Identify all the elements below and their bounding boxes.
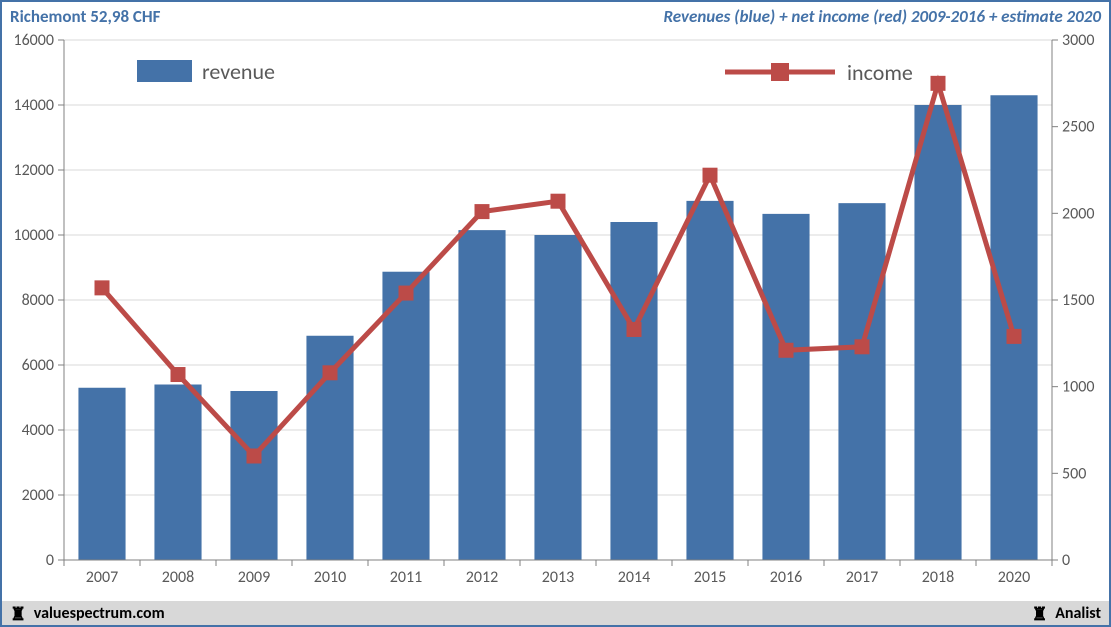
- x-tick-label: 2020: [998, 568, 1030, 587]
- legend-income-label: income: [847, 59, 913, 86]
- legend-revenue-label: revenue: [202, 58, 275, 85]
- chart-footer: ♜ valuespectrum.com ♜ Analist: [2, 601, 1109, 625]
- legend-revenue-swatch: [137, 60, 192, 82]
- income-marker: [475, 205, 489, 219]
- yleft-tick-label: 0: [46, 551, 54, 570]
- revenue-bar: [382, 272, 429, 560]
- income-marker: [551, 194, 565, 208]
- revenue-bar: [154, 385, 201, 561]
- revenue-bar: [990, 95, 1037, 560]
- chart-header: Richemont 52,98 CHF Revenues (blue) + ne…: [2, 2, 1109, 30]
- x-tick-label: 2013: [542, 568, 574, 587]
- revenue-bar: [610, 222, 657, 560]
- yleft-tick-label: 14000: [13, 96, 54, 115]
- yright-tick-label: 1000: [1062, 378, 1094, 397]
- footer-right-text: Analist: [1055, 604, 1101, 623]
- chart-svg: 0 2000 4000 6000 8000 10000 12000 14000 16000 0 50…: [2, 30, 1109, 601]
- x-tick-label: 2017: [846, 568, 878, 587]
- yright-tick-label: 3000: [1062, 31, 1094, 50]
- revenue-bar: [914, 105, 961, 560]
- x-tick-label: 2012: [466, 568, 498, 587]
- yleft-tick-label: 4000: [22, 421, 54, 440]
- chart-frame: Richemont 52,98 CHF Revenues (blue) + ne…: [0, 0, 1111, 627]
- footer-left: ♜ valuespectrum.com: [10, 604, 165, 623]
- x-tick-label: 2018: [922, 568, 954, 587]
- footer-left-text: valuespectrum.com: [34, 604, 165, 623]
- income-marker: [171, 368, 185, 382]
- x-tick-label: 2014: [618, 568, 650, 587]
- income-marker: [399, 286, 413, 300]
- income-marker: [931, 76, 945, 90]
- income-marker: [627, 322, 641, 336]
- income-marker: [323, 366, 337, 380]
- legend-income-marker: [771, 63, 789, 81]
- yright-tick-label: 2000: [1062, 204, 1094, 223]
- yleft-tick-label: 16000: [13, 31, 54, 50]
- rook-icon: ♜: [1031, 605, 1047, 623]
- x-tick-label: 2010: [314, 568, 346, 587]
- revenue-bar: [78, 388, 125, 560]
- revenue-bar: [686, 201, 733, 560]
- income-marker: [779, 343, 793, 357]
- x-tick-label: 2007: [86, 568, 118, 587]
- x-tick-label: 2008: [162, 568, 194, 587]
- x-tick-label: 2011: [390, 568, 422, 587]
- yright-tick-label: 2500: [1062, 118, 1094, 137]
- revenue-bar: [458, 230, 505, 560]
- revenue-bar: [762, 214, 809, 560]
- chart-area: 0 2000 4000 6000 8000 10000 12000 14000 16000 0 50…: [2, 30, 1109, 601]
- yright-tick-label: 1500: [1062, 291, 1094, 310]
- rook-icon: ♜: [10, 605, 26, 623]
- revenue-bar: [838, 203, 885, 560]
- income-marker: [95, 281, 109, 295]
- income-marker: [703, 168, 717, 182]
- yleft-tick-label: 6000: [22, 356, 54, 375]
- yright-tick-label: 0: [1062, 551, 1070, 570]
- income-marker: [855, 340, 869, 354]
- revenue-bar: [534, 235, 581, 560]
- x-tick-label: 2009: [238, 568, 270, 587]
- yleft-tick-label: 12000: [13, 161, 54, 180]
- income-marker: [1007, 329, 1021, 343]
- revenue-bar: [230, 391, 277, 560]
- x-tick-label: 2016: [770, 568, 802, 587]
- yleft-tick-label: 8000: [22, 291, 54, 310]
- yright-tick-label: 500: [1062, 464, 1086, 483]
- x-tick-label: 2015: [694, 568, 726, 587]
- income-marker: [247, 449, 261, 463]
- footer-right: ♜ Analist: [1031, 604, 1101, 623]
- header-left-title: Richemont 52,98 CHF: [10, 6, 160, 27]
- header-right-title: Revenues (blue) + net income (red) 2009-…: [663, 6, 1101, 27]
- yleft-tick-label: 2000: [22, 486, 54, 505]
- yleft-tick-label: 10000: [13, 226, 54, 245]
